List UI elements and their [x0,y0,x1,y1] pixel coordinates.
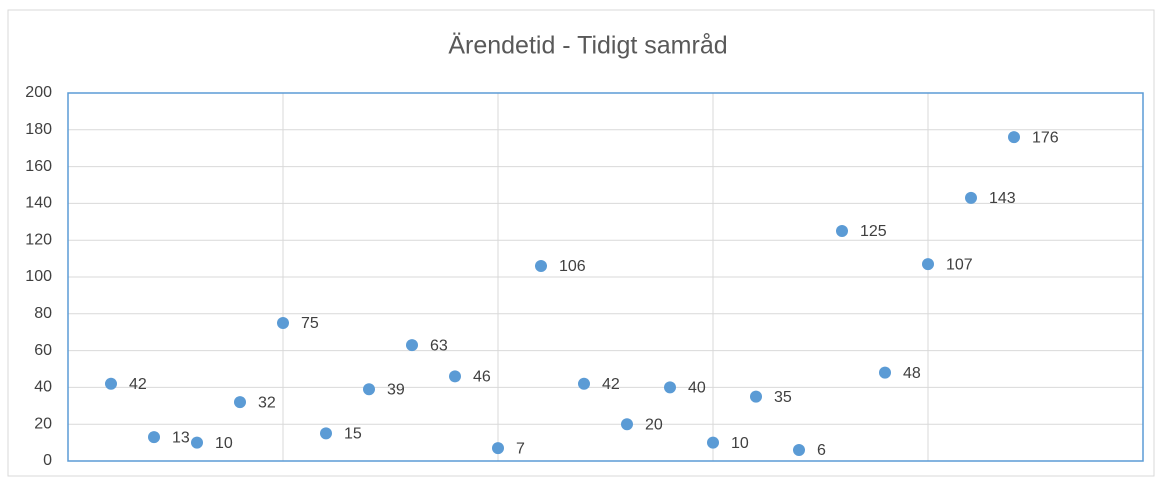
chart-title: Ärendetid - Tidigt samråd [448,32,727,60]
point [578,377,590,390]
data-label: 143 [989,190,1016,207]
data-label: 39 [387,381,405,398]
point [277,317,289,329]
point [148,431,160,444]
y-tick-label: 200 [25,84,52,101]
data-label: 75 [301,315,319,332]
data-label: 63 [430,337,448,354]
y-tick-label: 100 [25,268,52,285]
point [234,396,246,409]
point [406,339,418,352]
y-tick-label: 40 [34,379,52,396]
y-tick-label: 140 [25,195,52,212]
y-tick-label: 0 [43,452,52,469]
y-tick-label: 180 [25,121,52,138]
data-label: 35 [774,389,792,406]
y-tick-label: 20 [34,415,52,432]
point [320,427,332,440]
data-label: 40 [688,380,706,397]
data-label: 125 [860,223,887,240]
point [1008,131,1020,144]
data-label: 7 [516,440,525,457]
point [664,381,676,394]
data-label: 13 [172,429,190,446]
plot-area [67,92,1144,462]
data-label: 20 [645,416,663,433]
point [449,370,461,383]
point [707,436,719,449]
point [105,377,117,390]
data-label: 10 [731,435,749,452]
y-tick-label: 160 [25,158,52,175]
chart-frame [7,9,1155,477]
data-label: 107 [946,256,973,273]
point [363,383,375,396]
data-label: 15 [344,426,362,443]
point [879,366,891,379]
point [793,443,805,456]
data-label: 6 [817,442,826,459]
data-label: 48 [903,365,921,382]
point [621,418,633,431]
point [750,390,762,403]
data-label: 10 [215,435,233,452]
y-tick-label: 80 [34,305,52,322]
data-label: 106 [559,258,586,275]
point [922,258,934,271]
data-label: 176 [1032,129,1059,146]
data-label: 46 [473,369,491,386]
y-tick-label: 60 [34,342,52,359]
data-label: 42 [129,376,147,393]
point [965,191,977,204]
y-tick-label: 120 [25,231,52,248]
point [836,225,848,237]
point [535,259,547,272]
point [191,436,203,449]
point [492,442,504,455]
data-label: 42 [602,376,620,393]
data-label: 32 [258,394,276,411]
